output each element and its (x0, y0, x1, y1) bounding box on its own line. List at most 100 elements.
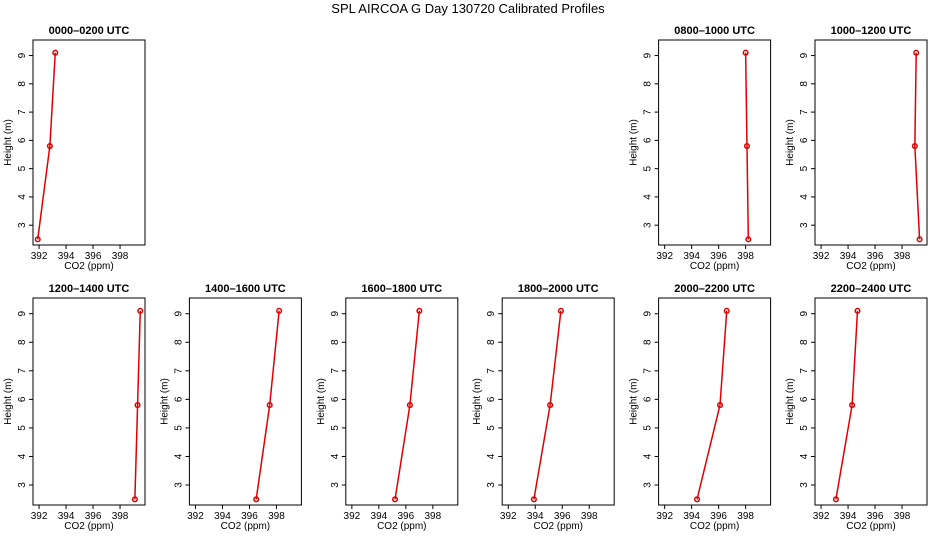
y-tick-label: 7 (643, 368, 654, 374)
x-tick-label: 394 (683, 511, 700, 522)
x-axis-label: CO2 (ppm) (221, 521, 270, 532)
panel-title: 1000–1200 UTC (831, 25, 912, 37)
y-axis-label: Height (m) (316, 378, 327, 425)
profile-point (134, 402, 141, 409)
y-tick-label: 6 (643, 396, 654, 402)
panel-title: 1600–1800 UTC (361, 283, 442, 295)
y-tick-label: 9 (643, 52, 654, 58)
y-tick-label: 3 (17, 222, 28, 228)
x-tick-label: 394 (683, 251, 700, 262)
profile-line (744, 52, 750, 240)
x-tick-label: 396 (867, 251, 884, 262)
profile-point (723, 307, 730, 314)
panel-title: 1400–1600 UTC (205, 283, 286, 295)
x-tick-label: 398 (268, 511, 285, 522)
x-tick-label: 396 (710, 251, 727, 262)
plot-frame (32, 39, 146, 246)
x-tick-label: 398 (581, 511, 598, 522)
x-tick-label: 398 (894, 251, 911, 262)
y-axis-label: Height (m) (629, 119, 640, 166)
panel-title: 2000–2200 UTC (674, 283, 755, 295)
x-tick-label: 392 (813, 511, 830, 522)
x-tick-label: 392 (656, 251, 673, 262)
panel-title: 0000–0200 UTC (49, 25, 130, 37)
x-tick-label: 396 (398, 511, 415, 522)
y-tick-label: 8 (643, 339, 654, 345)
y-tick-label: 7 (330, 368, 341, 374)
y-tick-label: 6 (17, 396, 28, 402)
y-axis-label: Height (m) (629, 378, 640, 425)
y-tick-label: 8 (799, 339, 810, 345)
panel: 2000–2200 UTC 392 394 396 398 3 4 5 6 7 8 9 CO2 (ppm… (629, 283, 772, 532)
y-tick-label: 3 (799, 222, 810, 228)
x-axis-label: CO2 (ppm) (64, 261, 113, 272)
y-tick-label: 6 (799, 396, 810, 402)
y-axis-label: Height (m) (785, 378, 796, 425)
profile-point (137, 307, 144, 314)
panel: 1000–1200 UTC 392 394 396 398 3 4 5 6 7 8 9 CO2 (ppm… (785, 25, 928, 272)
y-tick-label: 6 (486, 396, 497, 402)
y-axis-label: Height (m) (159, 378, 170, 425)
x-tick-label: 394 (214, 511, 231, 522)
y-tick-label: 4 (17, 194, 28, 200)
panel-title: 0800–1000 UTC (674, 25, 755, 37)
figure-title: SPL AIRCOA G Day 130720 Calibrated Profi… (331, 1, 605, 16)
y-tick-label: 5 (643, 425, 654, 431)
y-tick-label: 5 (173, 425, 184, 431)
profile-line (835, 310, 859, 500)
y-tick-label: 8 (17, 81, 28, 87)
y-tick-label: 6 (799, 137, 810, 143)
x-tick-label: 396 (85, 251, 102, 262)
profile-point (131, 496, 138, 503)
profile-line (696, 310, 728, 500)
profile-line (134, 310, 142, 500)
y-tick-label: 5 (17, 425, 28, 431)
x-tick-label: 396 (241, 511, 258, 522)
x-tick-label: 394 (840, 511, 857, 522)
profile-point (34, 236, 41, 243)
y-tick-label: 9 (486, 310, 497, 316)
profile-point (743, 142, 751, 150)
plot-frame (501, 297, 615, 506)
x-axis-label: CO2 (ppm) (533, 521, 582, 532)
panel: 1800–2000 UTC 392 394 396 398 3 4 5 6 7 8 9 CO2 (ppm… (472, 283, 615, 532)
plot-frame (814, 297, 928, 506)
x-tick-label: 392 (187, 511, 204, 522)
y-tick-label: 7 (643, 109, 654, 115)
profile-point (406, 402, 413, 409)
x-axis-label: CO2 (ppm) (377, 521, 426, 532)
y-tick-label: 3 (643, 222, 654, 228)
x-tick-label: 392 (813, 251, 830, 262)
y-tick-label: 5 (799, 165, 810, 171)
profile-line (255, 310, 280, 500)
panel: 1200–1400 UTC 392 394 396 398 3 4 5 6 7 8 9 CO2 (ppm… (3, 283, 146, 532)
plot-frame (658, 297, 772, 506)
x-tick-label: 398 (737, 511, 754, 522)
y-tick-label: 6 (17, 137, 28, 143)
x-tick-label: 392 (31, 511, 48, 522)
profile-line (394, 310, 421, 500)
plot-frame (814, 39, 928, 246)
y-tick-label: 4 (643, 453, 654, 459)
panel: 2200–2400 UTC 392 394 396 398 3 4 5 6 7 8 9 CO2 (ppm… (785, 283, 928, 532)
y-tick-label: 9 (17, 52, 28, 58)
profile-point (916, 236, 923, 243)
panel-title: 2200–2400 UTC (831, 283, 912, 295)
panel: 0800–1000 UTC 392 394 396 398 3 4 5 6 7 8 9 CO2 (ppm… (629, 25, 772, 272)
y-axis-label: Height (m) (3, 119, 14, 166)
y-tick-label: 7 (17, 368, 28, 374)
panel: 0000–0200 UTC 392 394 396 398 3 4 5 6 7 8 9 CO2 (ppm… (3, 25, 146, 272)
profile-line (533, 310, 562, 500)
y-tick-label: 4 (17, 453, 28, 459)
x-tick-label: 396 (710, 511, 727, 522)
y-tick-label: 3 (799, 482, 810, 488)
x-axis-label: CO2 (ppm) (64, 521, 113, 532)
y-tick-label: 4 (173, 453, 184, 459)
x-tick-label: 394 (527, 511, 544, 522)
plot-frame (188, 297, 302, 506)
x-tick-label: 398 (424, 511, 441, 522)
plot-frame (345, 297, 459, 506)
y-tick-label: 7 (17, 109, 28, 115)
y-tick-label: 4 (643, 194, 654, 200)
